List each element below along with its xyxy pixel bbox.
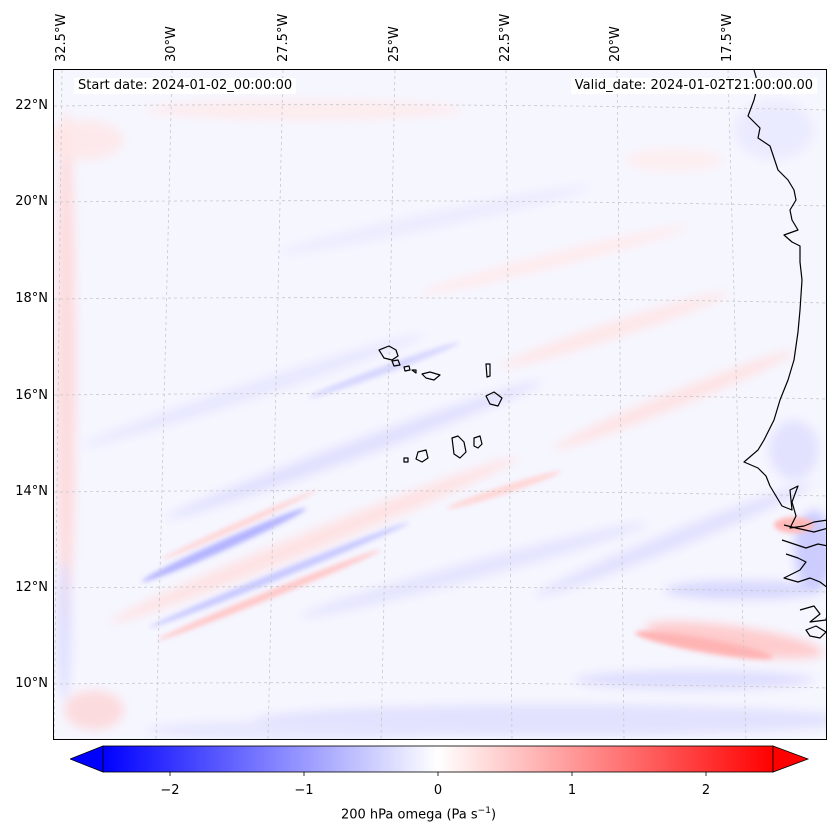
lat-label-14n: 14°N [15, 484, 48, 499]
lat-label-18n: 18°N [15, 291, 48, 306]
lon-label-30w: 30°W [164, 26, 179, 62]
lon-label-32-5w: 32.5°W [54, 13, 69, 62]
lon-label-27-5w: 27.5°W [276, 13, 291, 62]
lat-label-20n: 20°N [15, 194, 48, 209]
omega-field [54, 70, 826, 739]
lat-label-12n: 12°N [15, 580, 48, 595]
lon-label-22-5w: 22.5°W [498, 13, 513, 62]
lon-label-20w: 20°W [608, 26, 623, 62]
colorbar-extend-high [772, 745, 810, 773]
colorbar [70, 745, 810, 776]
colorbar-label: 200 hPa omega (Pa s−1) [340, 806, 497, 823]
valid-date-label: Valid_date: 2024-01-02T21:00:00.00 [570, 78, 817, 94]
colorbar-gradient [102, 745, 774, 773]
map-plot-area [53, 69, 827, 740]
start-date-label: Start date: 2024-01-02_00:00:00 [74, 78, 297, 94]
lat-label-22n: 22°N [15, 98, 48, 113]
coastline [378, 70, 826, 639]
map-canvas [54, 70, 826, 739]
colorbar-tick-neg1: −1 [294, 783, 314, 798]
lon-label-17-5w: 17.5°W [720, 13, 735, 62]
lon-label-25w: 25°W [387, 26, 402, 62]
colorbar-tick-neg2: −2 [160, 783, 180, 798]
colorbar-tick-1: 1 [567, 783, 577, 798]
colorbar-tick-2: 2 [701, 783, 711, 798]
colorbar-extend-low [70, 745, 104, 773]
lat-label-16n: 16°N [15, 388, 48, 403]
colorbar-tick-0: 0 [433, 783, 443, 798]
graticule [54, 70, 826, 739]
lat-label-10n: 10°N [15, 676, 48, 691]
